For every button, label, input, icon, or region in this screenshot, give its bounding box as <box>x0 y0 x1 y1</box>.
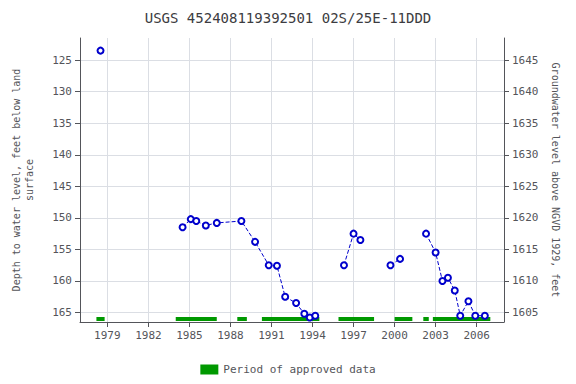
svg-text:1620: 1620 <box>512 211 539 224</box>
svg-text:1985: 1985 <box>176 329 203 342</box>
svg-text:2003: 2003 <box>422 329 449 342</box>
svg-text:1610: 1610 <box>512 274 539 287</box>
svg-text:135: 135 <box>52 117 72 130</box>
svg-text:125: 125 <box>52 54 72 67</box>
svg-text:1630: 1630 <box>512 148 539 161</box>
svg-text:1645: 1645 <box>512 54 539 67</box>
svg-text:Depth to water level, feet bel: Depth to water level, feet below land <box>11 69 22 292</box>
svg-text:1625: 1625 <box>512 180 539 193</box>
svg-text:1615: 1615 <box>512 243 539 256</box>
svg-text:1640: 1640 <box>512 85 539 98</box>
svg-text:1997: 1997 <box>340 329 367 342</box>
svg-text:1991: 1991 <box>258 329 285 342</box>
svg-text:160: 160 <box>52 274 72 287</box>
svg-text:130: 130 <box>52 85 72 98</box>
svg-text:1605: 1605 <box>512 306 539 319</box>
svg-text:USGS 452408119392501 02S/25E-1: USGS 452408119392501 02S/25E-11DDD <box>145 10 432 26</box>
svg-text:surface: surface <box>24 159 35 201</box>
svg-text:165: 165 <box>52 306 72 319</box>
svg-text:1994: 1994 <box>299 329 326 342</box>
svg-text:2000: 2000 <box>381 329 408 342</box>
svg-text:1979: 1979 <box>94 329 121 342</box>
svg-text:155: 155 <box>52 243 72 256</box>
svg-text:150: 150 <box>52 211 72 224</box>
svg-text:Period of approved data: Period of approved data <box>223 363 375 376</box>
svg-text:140: 140 <box>52 148 72 161</box>
svg-text:145: 145 <box>52 180 72 193</box>
svg-text:1988: 1988 <box>217 329 244 342</box>
svg-text:1635: 1635 <box>512 117 539 130</box>
svg-text:Groundwater level above NGVD 1: Groundwater level above NGVD 1929, feet <box>550 63 561 298</box>
svg-text:1982: 1982 <box>135 329 162 342</box>
svg-text:2006: 2006 <box>463 329 490 342</box>
